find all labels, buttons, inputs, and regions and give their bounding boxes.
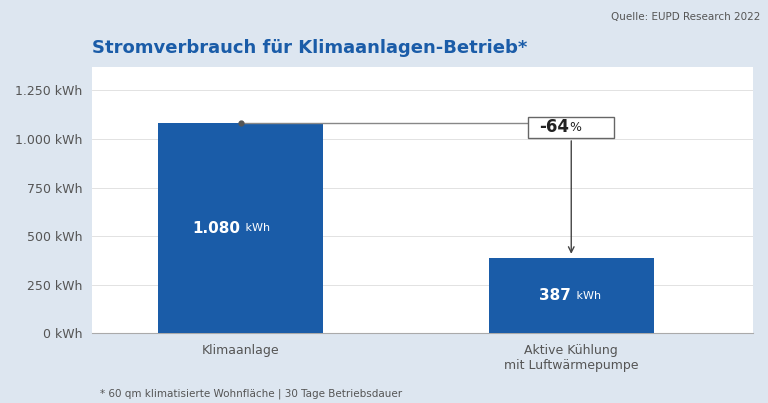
Text: %: % bbox=[570, 121, 581, 134]
Bar bbox=[528, 116, 614, 138]
Text: 387: 387 bbox=[539, 288, 571, 303]
Text: 1.080: 1.080 bbox=[193, 221, 241, 236]
Text: kWh: kWh bbox=[243, 223, 270, 233]
Text: Quelle: EUPD Research 2022: Quelle: EUPD Research 2022 bbox=[611, 12, 760, 22]
Text: * 60 qm klimatisierte Wohnfläche | 30 Tage Betriebsdauer: * 60 qm klimatisierte Wohnfläche | 30 Ta… bbox=[100, 388, 402, 399]
Text: -64: -64 bbox=[540, 118, 570, 136]
Text: kWh: kWh bbox=[573, 291, 601, 301]
Bar bbox=[158, 123, 323, 333]
Bar bbox=[488, 258, 654, 333]
Text: Stromverbrauch für Klimaanlagen-Betrieb*: Stromverbrauch für Klimaanlagen-Betrieb* bbox=[92, 39, 528, 57]
